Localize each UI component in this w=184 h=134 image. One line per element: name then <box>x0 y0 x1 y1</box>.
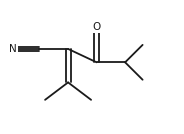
Text: N: N <box>9 44 17 54</box>
Text: O: O <box>93 23 101 32</box>
